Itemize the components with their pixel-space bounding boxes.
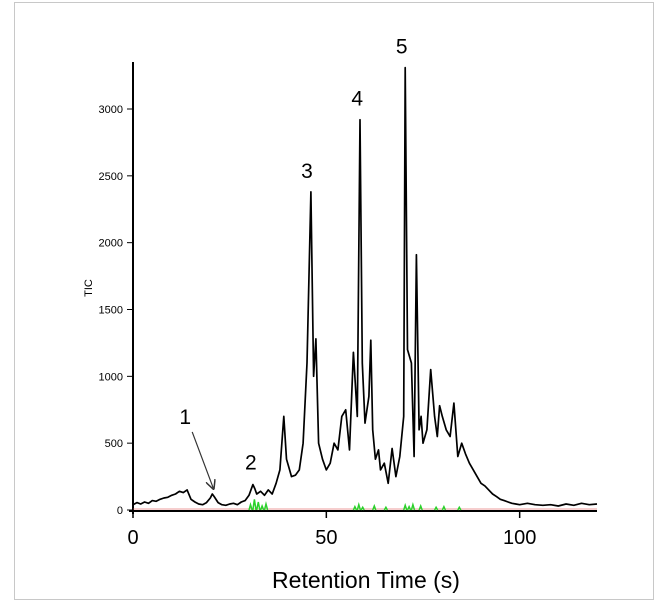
axes bbox=[129, 62, 597, 514]
peak-label: 5 bbox=[396, 36, 408, 59]
y-tick-label: 2000 bbox=[99, 238, 123, 250]
peak-label: 2 bbox=[245, 451, 257, 474]
x-axis-label: Retention Time (s) bbox=[272, 567, 460, 593]
tic-series-line bbox=[132, 66, 598, 507]
y-tick-label: 2500 bbox=[99, 171, 123, 183]
peak-label: 3 bbox=[301, 160, 313, 183]
x-tick-label: 0 bbox=[127, 527, 138, 549]
figure-frame bbox=[14, 2, 654, 600]
peak-label: 1 bbox=[179, 406, 191, 429]
y-tick-label: 1500 bbox=[99, 305, 123, 317]
peak-arrow bbox=[191, 431, 213, 488]
green-baseline-trace bbox=[248, 499, 462, 511]
x-tick-label: 50 bbox=[315, 527, 337, 549]
peak-label: 4 bbox=[351, 88, 363, 111]
y-axis-label: TIC bbox=[83, 279, 95, 297]
peak-annotations: 1 2 3 4 5 bbox=[179, 36, 408, 488]
y-axis-ticks: 0 500 1000 1500 2000 2500 3000 bbox=[99, 104, 133, 517]
x-tick-label: 100 bbox=[503, 527, 536, 549]
baseline-traces bbox=[133, 499, 597, 511]
y-tick-label: 500 bbox=[105, 438, 123, 450]
x-axis-ticks: 0 50 100 bbox=[127, 511, 536, 549]
y-tick-label: 1000 bbox=[99, 371, 123, 383]
y-tick-label: 3000 bbox=[99, 104, 123, 116]
series-group bbox=[132, 66, 598, 507]
y-tick-label: 0 bbox=[117, 505, 123, 517]
